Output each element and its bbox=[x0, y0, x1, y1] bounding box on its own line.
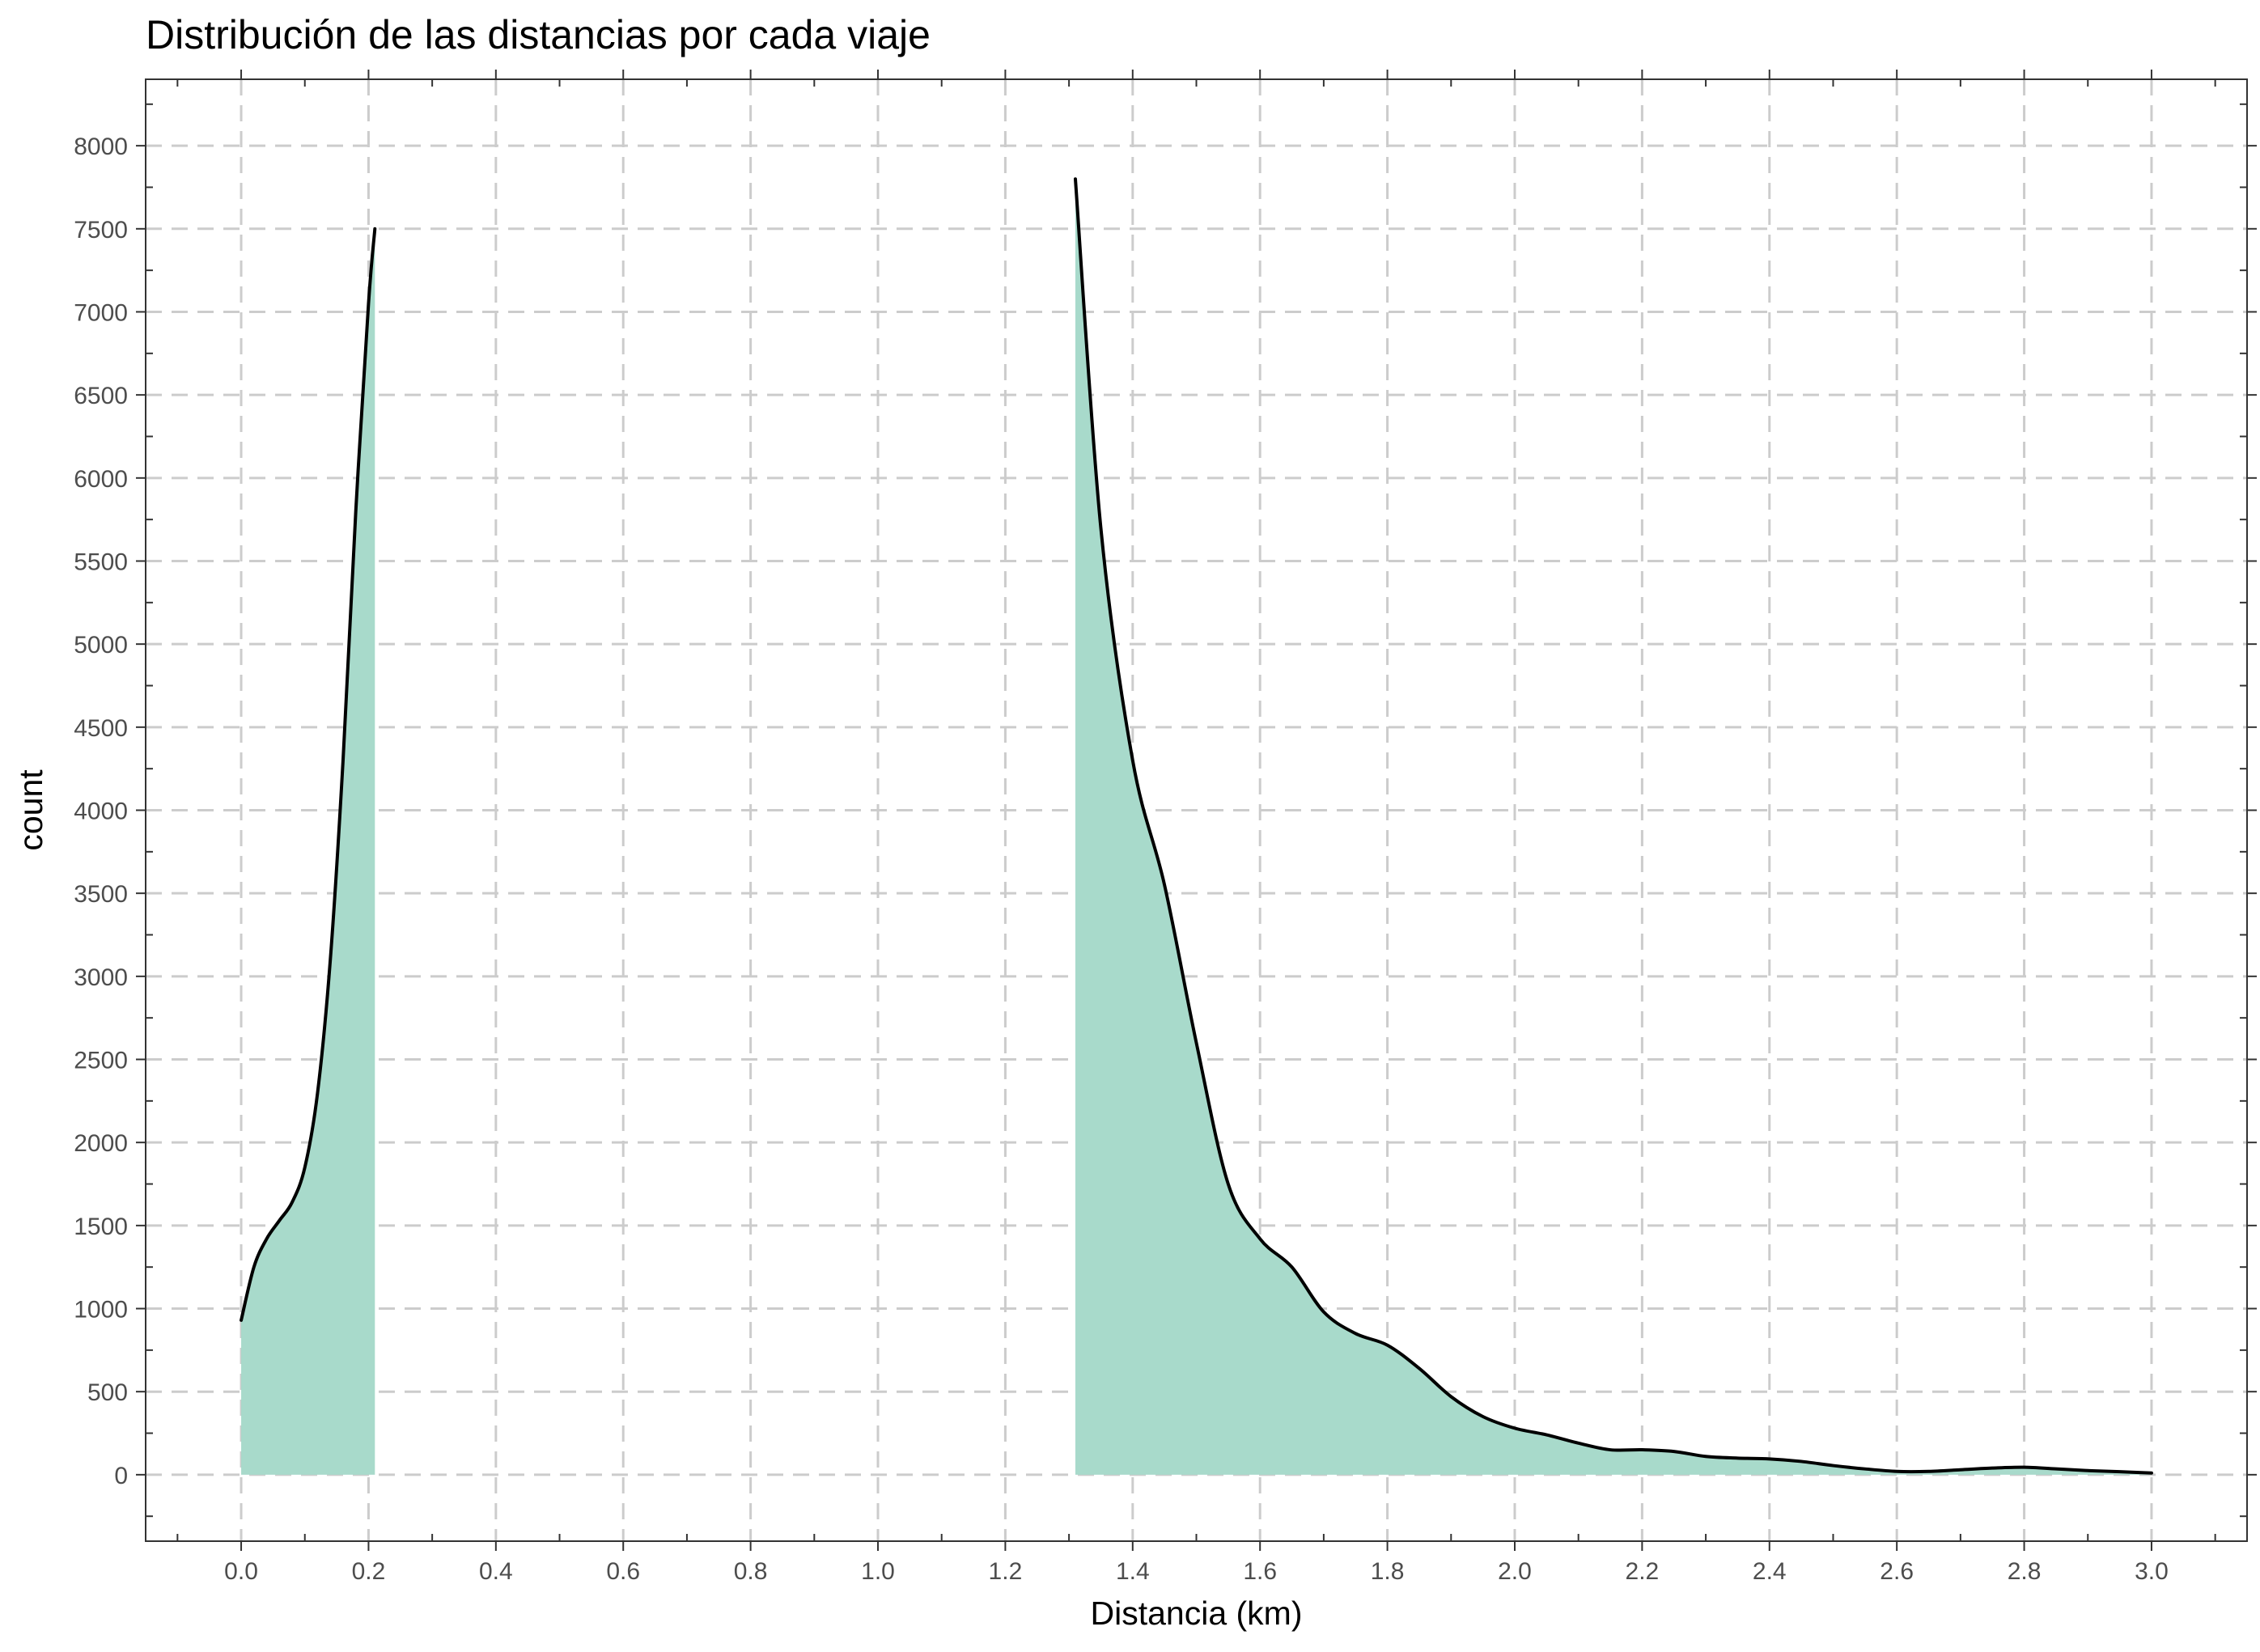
y-tick-label-9: 4500 bbox=[74, 715, 128, 742]
y-axis-title: count bbox=[12, 769, 49, 851]
x-tick-label-3: 0.6 bbox=[606, 1558, 640, 1585]
x-tick-label-15: 3.0 bbox=[2135, 1558, 2169, 1585]
y-tick-label-12: 6000 bbox=[74, 466, 128, 493]
y-tick-label-2: 1000 bbox=[74, 1297, 128, 1324]
grid-lines bbox=[146, 79, 2247, 1541]
x-tick-label-7: 1.4 bbox=[1116, 1558, 1150, 1585]
density-line-segment-0 bbox=[240, 227, 377, 1322]
x-tick-label-0: 0.0 bbox=[224, 1558, 258, 1585]
x-tick-label-9: 1.8 bbox=[1371, 1558, 1405, 1585]
y-tick-label-10: 5000 bbox=[74, 632, 128, 659]
y-tick-label-8: 4000 bbox=[74, 798, 128, 825]
y-tick-label-13: 6500 bbox=[74, 383, 128, 409]
y-tick-label-15: 7500 bbox=[74, 217, 128, 244]
x-tick-label-5: 1.0 bbox=[861, 1558, 895, 1585]
x-tick-label-13: 2.6 bbox=[1880, 1558, 1914, 1585]
y-tick-label-1: 500 bbox=[87, 1379, 128, 1406]
y-tick-label-4: 2000 bbox=[74, 1130, 128, 1157]
x-tick-label-11: 2.2 bbox=[1626, 1558, 1660, 1585]
x-tick-label-10: 2.0 bbox=[1498, 1558, 1532, 1585]
x-tick-label-2: 0.4 bbox=[479, 1558, 513, 1585]
density-lines bbox=[240, 177, 2153, 1475]
y-tick-label-11: 5500 bbox=[74, 549, 128, 575]
chart-title: Distribución de las distancias por cada … bbox=[146, 12, 931, 57]
x-axis: 0.0 0.2 0.4 0.6 0.8 1.0 1.2 1.4 1.6 1.8 2.0 2.2 2.4 2… bbox=[176, 70, 2216, 1585]
density-area-segment-1 bbox=[1075, 179, 2152, 1475]
x-tick-label-8: 1.6 bbox=[1243, 1558, 1277, 1585]
density-areas bbox=[241, 179, 2152, 1475]
density-area-segment-0 bbox=[241, 228, 375, 1475]
x-tick-label-14: 2.8 bbox=[2008, 1558, 2042, 1585]
y-tick-label-14: 7000 bbox=[74, 299, 128, 326]
y-tick-label-6: 3000 bbox=[74, 964, 128, 991]
y-tick-label-7: 3500 bbox=[74, 881, 128, 908]
density-line-segment-1 bbox=[1073, 177, 2153, 1475]
y-axis: 0 500 1000 1500 2000 2500 3000 3500 4000 4500 5000… bbox=[74, 103, 2257, 1518]
x-axis-title: Distancia (km) bbox=[1091, 1595, 1303, 1632]
y-tick-label-3: 1500 bbox=[74, 1214, 128, 1240]
y-tick-label-16: 8000 bbox=[74, 133, 128, 160]
x-tick-label-12: 2.4 bbox=[1753, 1558, 1787, 1585]
x-tick-label-6: 1.2 bbox=[989, 1558, 1023, 1585]
x-tick-label-1: 0.2 bbox=[352, 1558, 386, 1585]
y-tick-label-0: 0 bbox=[114, 1463, 128, 1489]
y-tick-label-5: 2500 bbox=[74, 1048, 128, 1074]
x-tick-label-4: 0.8 bbox=[734, 1558, 768, 1585]
